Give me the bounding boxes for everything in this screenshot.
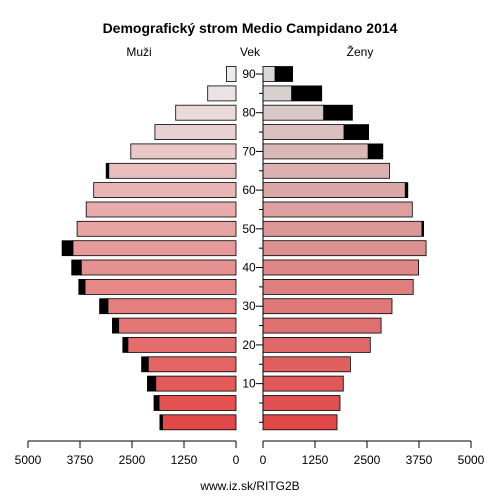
- male-excess-35-39: [78, 278, 86, 295]
- age-tick-label: 80: [242, 106, 256, 120]
- female-excess-75-79: [343, 124, 370, 140]
- female-excess-60-64: [404, 182, 409, 199]
- age-tick-label: 40: [242, 261, 256, 275]
- male-bar-60-64: [93, 182, 237, 199]
- male-excess-40-44: [71, 259, 82, 276]
- female-excess-70-74: [367, 143, 384, 160]
- male-x-tick-label: 3750: [67, 453, 94, 467]
- male-bar-5-9: [158, 395, 237, 411]
- male-bar-80-84: [175, 104, 237, 121]
- age-tick-label: 70: [242, 144, 256, 158]
- male-x-tick-label: 0: [233, 453, 240, 467]
- male-bar-90+: [225, 66, 237, 82]
- male-excess-10-14: [146, 375, 157, 392]
- female-bar-60-64: [262, 182, 406, 199]
- female-bar-50-54: [262, 220, 423, 237]
- male-excess-5-9: [153, 395, 160, 411]
- female-bar-90+: [262, 66, 276, 82]
- bars-group: [61, 66, 427, 431]
- female-bar-65-69: [262, 162, 390, 179]
- male-excess-15-19: [141, 356, 149, 373]
- age-tick-label: 60: [242, 183, 256, 197]
- male-x-tick-label: 5000: [15, 453, 42, 467]
- female-bar-0-4: [262, 414, 338, 431]
- male-bar-20-24: [127, 336, 237, 353]
- chart-title: Demografický strom Medio Campidano 2014: [103, 20, 398, 36]
- male-excess-45-49: [61, 240, 74, 257]
- female-excess-90+: [274, 66, 294, 82]
- female-excess-80-84: [323, 104, 353, 121]
- footer-url: www.iz.sk/RITG2B: [199, 479, 299, 493]
- female-bar-85-89: [262, 85, 293, 102]
- male-excess-20-24: [122, 336, 129, 353]
- female-excess-50-54: [421, 220, 424, 237]
- male-bar-25-29: [118, 317, 237, 334]
- female-bar-80-84: [262, 104, 325, 121]
- male-bar-85-89: [207, 85, 237, 102]
- male-bar-75-79: [154, 124, 237, 140]
- female-x-tick-label: 5000: [458, 453, 485, 467]
- age-tick-label: 50: [242, 222, 256, 236]
- male-bar-15-19: [147, 356, 237, 373]
- female-bar-30-34: [262, 298, 393, 315]
- female-bar-35-39: [262, 278, 414, 295]
- female-x-tick-label: 3750: [406, 453, 433, 467]
- female-bar-70-74: [262, 143, 369, 160]
- male-excess-0-4: [159, 414, 163, 431]
- female-x-tick-label: 2500: [354, 453, 381, 467]
- male-x-tick-label: 2500: [119, 453, 146, 467]
- female-bar-10-14: [262, 375, 344, 392]
- axes-group: 5000 3750 2500 1250 0 0 1250 2500 3750 5000 10 20 30…: [15, 67, 485, 467]
- center-label: Vek: [240, 45, 261, 59]
- female-bar-5-9: [262, 395, 341, 411]
- male-bar-35-39: [84, 278, 237, 295]
- female-bar-15-19: [262, 356, 351, 373]
- male-x-tick-label: 1250: [171, 453, 198, 467]
- female-bar-40-44: [262, 259, 420, 276]
- female-bar-20-24: [262, 336, 371, 353]
- female-excess-85-89: [291, 85, 323, 102]
- age-tick-label: 10: [242, 377, 256, 391]
- male-excess-25-29: [112, 317, 120, 334]
- male-bar-10-14: [155, 375, 237, 392]
- female-bar-25-29: [262, 317, 382, 334]
- male-bar-65-69: [108, 162, 237, 179]
- age-tick-label: 90: [242, 67, 256, 81]
- age-tick-label: 30: [242, 299, 256, 313]
- age-tick-label: 20: [242, 338, 256, 352]
- male-bar-70-74: [130, 143, 237, 160]
- female-bar-45-49: [262, 240, 427, 257]
- female-x-tick-label: 0: [260, 453, 267, 467]
- male-bar-50-54: [76, 220, 237, 237]
- right-label: Ženy: [347, 44, 374, 59]
- female-bar-75-79: [262, 124, 345, 140]
- male-bar-40-44: [80, 259, 237, 276]
- male-bar-30-34: [107, 298, 237, 315]
- female-x-tick-label: 1250: [302, 453, 329, 467]
- male-excess-30-34: [99, 298, 109, 315]
- male-excess-65-69: [105, 162, 110, 179]
- male-bar-55-59: [85, 201, 237, 218]
- male-bar-0-4: [161, 414, 237, 431]
- female-bar-55-59: [262, 201, 413, 218]
- male-bar-45-49: [72, 240, 237, 257]
- left-label: Muži: [126, 45, 151, 59]
